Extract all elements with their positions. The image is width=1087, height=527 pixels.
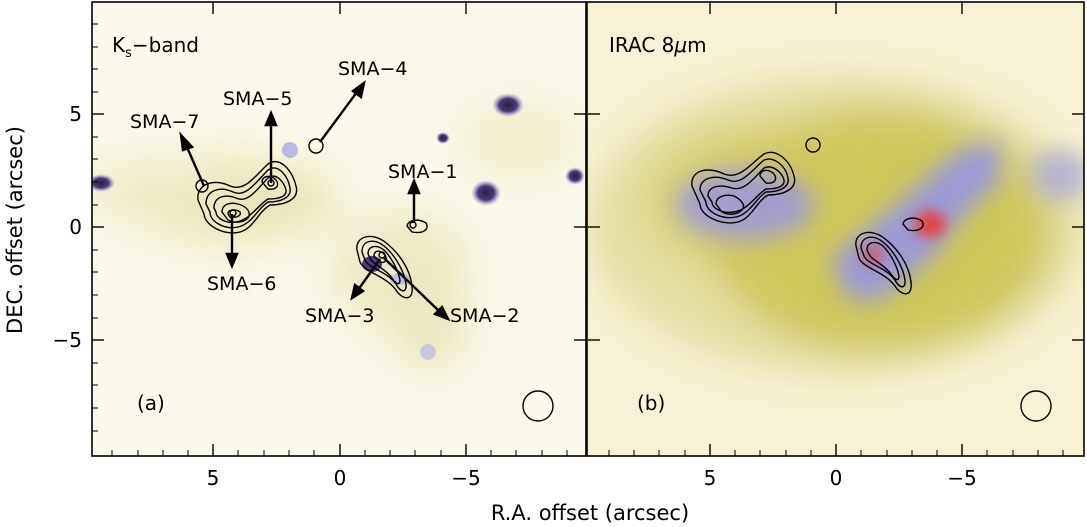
x-tick-label: 0 <box>830 466 843 490</box>
panel-a <box>92 2 586 456</box>
panel-a-contours <box>197 161 428 299</box>
panel-a-nebulosity <box>92 100 580 370</box>
panel-a-frame <box>91 1 587 457</box>
source-label-sma1: SMA−1 <box>388 161 457 183</box>
source-label-sma4: SMA−4 <box>338 58 407 80</box>
y-tick-label: 5 <box>69 102 82 126</box>
panel-b-band-label: IRAC 8μm <box>609 33 707 57</box>
panel-b-contours <box>691 151 924 295</box>
panel-a-band-label: Ks−band <box>112 33 199 61</box>
minor-ticks <box>92 23 1064 456</box>
y-tick-label: −5 <box>53 328 82 352</box>
y-tick-labels: 5 0 −5 <box>53 102 82 352</box>
y-tick-label: 0 <box>69 215 82 239</box>
ticks <box>92 2 1084 456</box>
x-tick-label: 0 <box>334 466 347 490</box>
source-label-sma5: SMA−5 <box>223 88 292 110</box>
panel-b-tag: (b) <box>637 391 665 415</box>
panel-b-marker <box>805 137 821 153</box>
x-tick-label: −5 <box>947 466 976 490</box>
y-axis-title: DEC. offset (arcsec) <box>3 126 27 334</box>
panel-b-emission <box>588 75 1084 375</box>
source-label-sma3: SMA−3 <box>305 305 374 327</box>
panel-b <box>588 2 1084 456</box>
source-label-sma6: SMA−6 <box>207 273 276 295</box>
panel-a-arrows <box>179 80 451 322</box>
source-label-sma7: SMA−7 <box>130 111 199 133</box>
x-tick-label: −5 <box>451 466 480 490</box>
panel-a-tag: (a) <box>137 391 165 415</box>
x-tick-labels: 5 0 −5 5 0 −5 <box>207 466 977 490</box>
beam-circle-b <box>1020 390 1052 422</box>
x-tick-label: 5 <box>207 466 220 490</box>
beam-circle-a <box>522 390 554 422</box>
source-label-sma2: SMA−2 <box>450 305 519 327</box>
x-tick-label: 5 <box>704 466 717 490</box>
panel-a-source-labels: SMA−7 SMA−5 SMA−4 SMA−1 SMA−6 SMA−3 SMA−… <box>130 58 519 327</box>
x-axis-title: R.A. offset (arcsec) <box>491 501 689 525</box>
